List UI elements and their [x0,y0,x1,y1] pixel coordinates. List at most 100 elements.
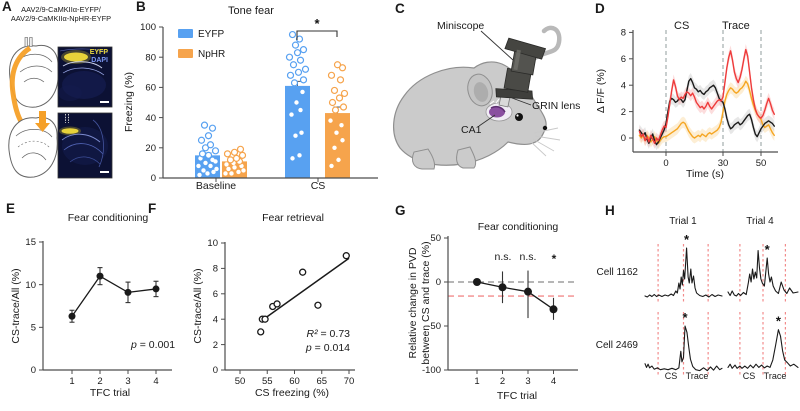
panel-label-e: E [6,201,16,216]
svg-text:0: 0 [663,158,668,169]
panel-label-c: C [395,1,405,16]
svg-text:4: 4 [213,314,218,325]
virus-label-line2: AAV2/9-CaMKIIα-NpHR-EYFP [10,14,112,23]
panel-g-ns-trial3: n.s. [519,251,537,263]
legend-nphr-label: NpHR [198,49,226,60]
svg-text:8: 8 [213,264,218,275]
svg-text:*: * [684,232,690,247]
svg-text:*: * [776,314,782,329]
legend-eyfp: EYFP [178,29,224,40]
panel-label-d: D [595,1,605,16]
svg-text:1: 1 [69,376,74,387]
panel-b-cat-baseline: Baseline [195,180,237,192]
bar [285,85,310,178]
legend-nphr: NpHR [178,49,225,60]
panel-e-xlabel: TFC trial [89,387,131,399]
ca1-label: CA1 [461,124,482,136]
svg-text:3: 3 [525,376,530,387]
panel-d-xlabel: Time (s) [685,168,725,180]
svg-text:2: 2 [97,376,102,387]
panel-label-g: G [395,203,406,218]
panel-e-chart: 0 5 10 15 1 2 3 4 [25,237,172,387]
svg-text:4: 4 [153,376,158,387]
panel-f-pvalue: p = 0.014 [270,342,350,355]
svg-text:60: 60 [145,83,156,94]
svg-text:*: * [683,310,689,325]
svg-text:6: 6 [621,54,626,65]
svg-text:80: 80 [145,52,156,63]
svg-text:2: 2 [213,340,218,351]
svg-text:*: * [765,242,771,257]
panel-label-h: H [605,203,615,218]
dapi-image-label: DAPI [91,57,108,64]
svg-text:4: 4 [621,80,626,91]
panel-f-r2: R² = 0.73 [270,328,351,341]
panel-f-r2-symbol: R² [306,328,318,340]
svg-text:0: 0 [31,365,36,376]
svg-text:5: 5 [31,323,36,334]
panel-label-f: F [148,201,157,216]
svg-text:30: 30 [718,158,729,169]
panel-b-title: Tone fear [228,5,274,17]
miniscope-label: Miniscope [437,20,485,32]
panel-d-cs-label: CS [674,20,690,32]
svg-text:*: * [314,16,320,31]
miniscope-drawing [495,37,547,100]
svg-text:4: 4 [551,376,556,387]
svg-text:-50: -50 [427,321,441,332]
svg-text:0: 0 [151,173,156,184]
panel-f-title: Fear retrieval [262,212,324,224]
panel-f-xlabel: CS freezing (%) [254,387,330,399]
panel-e-p-number: = 0.001 [136,339,176,351]
panel-f-ylabel: CS-trace/All (%) [192,268,204,344]
panel-h-trace-label-t1: Trace [685,371,709,381]
svg-text:60: 60 [289,376,300,387]
panel-h-cs-label-t4: CS [742,371,756,381]
svg-text:0: 0 [621,133,626,144]
panel-h-cell1-label: Cell 1162 [596,267,638,278]
svg-text:8: 8 [621,28,626,39]
svg-text:40: 40 [145,113,156,124]
svg-text:70: 70 [344,376,355,387]
panel-a-graphics [8,37,113,179]
panel-g-chart: 50 0 -50 -100 1 2 3 4 [422,233,578,387]
svg-text:-100: -100 [422,365,441,376]
panel-label-b: B [136,0,146,14]
bar [325,113,350,178]
panel-h-trace-label-t4: Trace [763,371,787,381]
svg-text:0: 0 [213,365,218,376]
panel-e-ylabel: CS-trace/All (%) [10,268,22,344]
panel-e-pvalue: p = 0.001 [131,339,176,352]
legend-eyfp-label: EYFP [198,29,225,40]
panel-d-trace-label: Trace [722,20,750,32]
svg-text:50: 50 [756,158,767,169]
panel-h-trial1-header: Trial 1 [669,216,697,227]
panel-f-r2-number: = 0.73 [317,328,351,340]
svg-text:10: 10 [207,238,218,249]
svg-text:6: 6 [213,289,218,300]
panel-label-a: A [2,0,12,14]
panel-f-p-number: = 0.014 [311,342,350,354]
eyfp-image-label: EYFP [89,49,108,56]
panel-b-cat-cs: CS [310,180,326,192]
panel-d-ylabel: Δ F/F (%) [595,68,607,114]
svg-text:100: 100 [140,22,156,33]
panel-g-ylabel-line1: Relative change in PVD [407,247,419,359]
virus-label-line1: AAV2/9-CaMKIIα-EYFP/ [21,5,101,14]
panel-c-drawing [393,25,562,170]
panel-g-xlabel: TFC trial [496,390,538,402]
svg-text:3: 3 [125,376,130,387]
svg-text:0: 0 [436,277,441,288]
panel-d-chart: 0 2 4 6 8 0 30 50 [621,28,778,169]
panel-e-p-symbol: p [131,339,137,351]
panel-h-cell2-label: Cell 2469 [595,340,638,351]
svg-text:65: 65 [316,376,327,387]
svg-text:50: 50 [235,376,246,387]
svg-text:2: 2 [500,376,505,387]
legend-nphr-swatch [178,49,193,58]
panel-b-ylabel: Freezing (%) [123,71,135,133]
panel-e-title: Fear conditioning [67,212,149,224]
grin-lens-label: GRIN lens [532,100,581,112]
